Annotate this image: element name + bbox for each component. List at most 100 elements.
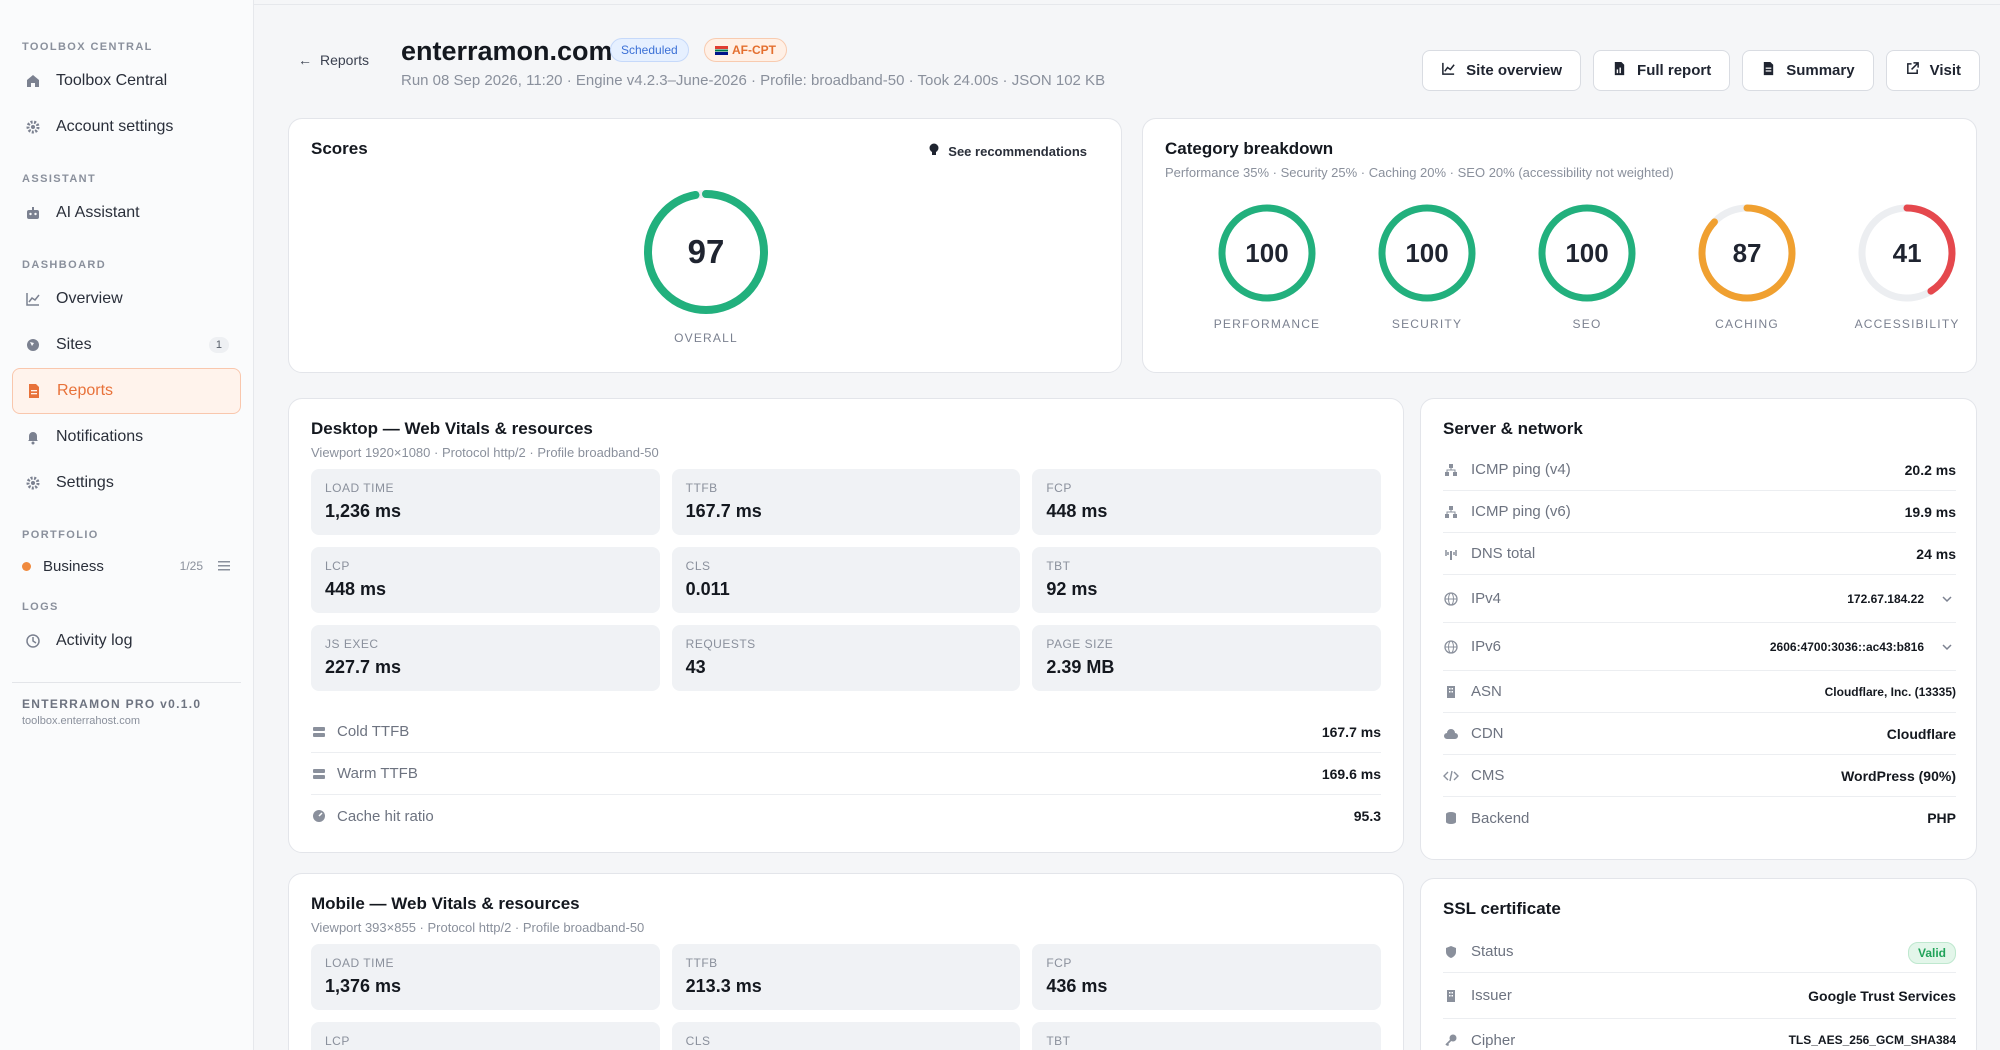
sidebar-item-sites[interactable]: Sites 1 — [12, 322, 241, 368]
see-recommendations-link[interactable]: See recommendations — [928, 143, 1087, 160]
row-value: Cloudflare — [1886, 725, 1956, 742]
metric-label: PAGE SIZE — [1046, 637, 1114, 651]
metric-label: REQUESTS — [685, 637, 756, 651]
list-item: CDN Cloudflare — [1443, 713, 1956, 755]
list-item: Backend PHP — [1443, 797, 1956, 839]
external-link-icon — [1905, 61, 1920, 80]
chevron-down-icon[interactable] — [1940, 640, 1956, 654]
button-label: Summary — [1786, 62, 1855, 79]
row-label: DNS total — [1471, 545, 1536, 562]
sites-count-badge: 1 — [208, 337, 229, 353]
ssl-status-value: Valid — [1907, 941, 1956, 964]
list-item: Cold TTFB 167.7 ms — [311, 711, 1381, 753]
list-item: Issuer Google Trust Services — [1443, 973, 1956, 1019]
page-header: ← Reports enterramon.com Scheduled AF-CP… — [254, 30, 2000, 100]
metric-value: 448 ms — [1046, 501, 1108, 521]
section-label-assistant: ASSISTANT — [22, 173, 97, 185]
full-report-button[interactable]: Full report — [1593, 50, 1731, 91]
metric-label: TBT — [1046, 1034, 1071, 1048]
sidebar-item-ai-assistant[interactable]: AI Assistant — [12, 190, 241, 236]
metric-label: TTFB — [685, 956, 718, 970]
metric-label: CLS — [685, 1034, 711, 1048]
metric-label: LCP — [325, 559, 350, 573]
summary-button[interactable]: Summary — [1742, 50, 1874, 91]
home-icon — [24, 72, 42, 90]
arrow-left-icon: ← — [298, 52, 312, 68]
category-ring-security: 100 SECURITY — [1357, 201, 1497, 341]
desktop-title: Desktop — Web Vitals & resources — [311, 419, 593, 438]
sidebar-item-label: Activity log — [56, 632, 133, 649]
sidebar-item-notifications[interactable]: Notifications — [12, 414, 241, 460]
back-link[interactable]: ← Reports — [298, 52, 369, 68]
section-label-logs: LOGS — [22, 601, 59, 613]
row-value: 169.6 ms — [1321, 765, 1381, 782]
visit-button[interactable]: Visit — [1885, 50, 1980, 91]
section-label-portfolio: PORTFOLIO — [22, 529, 99, 541]
row-label: ICMP ping (v4) — [1471, 461, 1571, 478]
main-content: ← Reports enterramon.com Scheduled AF-CP… — [254, 0, 2000, 1050]
sidebar: TOOLBOX CENTRAL Toolbox Central Account … — [0, 0, 254, 1050]
category-subtitle: Performance 35% · Security 25% · Caching… — [1165, 165, 1674, 180]
category-score-value: 87 — [1732, 237, 1762, 268]
row-label: CDN — [1471, 725, 1504, 742]
portfolio-item-business[interactable]: Business 1/25 — [12, 546, 241, 586]
category-score-value: 41 — [1892, 237, 1922, 268]
metric-tile: LOAD TIME 1,376 ms — [311, 944, 660, 1010]
sidebar-item-reports[interactable]: Reports — [12, 368, 241, 414]
category-ring-accessibility: 41 ACCESSIBILITY — [1837, 201, 1977, 341]
metric-label: TTFB — [685, 481, 718, 495]
metric-label: TBT — [1046, 559, 1071, 573]
row-value: WordPress (90%) — [1841, 767, 1956, 784]
chevron-down-icon[interactable] — [1940, 592, 1956, 606]
row-label: CMS — [1471, 767, 1505, 784]
ssl-certificate-card: SSL certificate Status Valid Issuer Goog… — [1420, 878, 1977, 1050]
row-label: Issuer — [1471, 987, 1512, 1004]
metric-label: FCP — [1046, 956, 1072, 970]
sidebar-item-label: Account settings — [56, 118, 174, 135]
sidebar-item-toolbox-central[interactable]: Toolbox Central — [12, 58, 241, 104]
category-score-value: 100 — [1405, 237, 1449, 268]
row-value: 95.3 — [1353, 808, 1381, 824]
row-label: Cipher — [1471, 1031, 1516, 1049]
sidebar-item-activity-log[interactable]: Activity log — [12, 618, 241, 664]
site-overview-button[interactable]: Site overview — [1422, 50, 1582, 91]
sidebar-item-settings[interactable]: Settings — [12, 460, 241, 506]
list-item: Cache hit ratio 95.3 — [311, 795, 1381, 837]
metric-tile: LCP 448 ms — [311, 547, 660, 613]
metric-tile: TTFB 167.7 ms — [671, 469, 1021, 535]
overall-score-ring: 97 — [641, 187, 771, 317]
metric-label: LCP — [325, 1034, 350, 1048]
sliders-icon[interactable] — [217, 559, 231, 573]
category-title: Category breakdown — [1165, 139, 1334, 158]
metric-label: LOAD TIME — [325, 481, 394, 495]
sidebar-item-account-settings[interactable]: Account settings — [12, 104, 241, 150]
row-label: Cache hit ratio — [337, 807, 434, 825]
ssl-rows: Status Valid Issuer Google Trust Service… — [1443, 931, 1956, 1050]
page-title: enterramon.com — [401, 36, 613, 66]
ipv6-row[interactable]: IPv6 2606:4700:3036::ac43:b816 — [1443, 623, 1956, 671]
scores-title: Scores — [311, 139, 368, 158]
bell-icon — [24, 428, 42, 446]
row-label: Status — [1471, 943, 1514, 960]
metric-value: 43 — [685, 657, 706, 677]
metric-tile: LCP — [311, 1022, 660, 1050]
network-icon — [1443, 504, 1459, 520]
sidebar-item-label: Overview — [56, 290, 123, 307]
metric-tile: FCP 436 ms — [1032, 944, 1381, 1010]
list-item: ICMP ping (v4) 20.2 ms — [1443, 449, 1956, 491]
server-icon — [311, 724, 327, 740]
row-label: ICMP ping (v6) — [1471, 503, 1571, 520]
metric-label: FCP — [1046, 481, 1072, 495]
globe-icon — [1443, 591, 1459, 607]
file-chart-icon — [1612, 61, 1627, 80]
network-icon — [1443, 462, 1459, 478]
row-label: ASN — [1471, 683, 1502, 700]
scores-card: Scores See recommendations 97 OVERALL — [288, 118, 1122, 373]
portfolio-name: Business — [43, 557, 104, 575]
row-value: 2606:4700:3036::ac43:b816 — [1769, 639, 1924, 654]
sidebar-item-label: Reports — [57, 382, 114, 399]
ipv4-row[interactable]: IPv4 172.67.184.22 — [1443, 575, 1956, 623]
metric-tile: CLS 0.011 — [671, 547, 1021, 613]
gauge-icon — [311, 808, 327, 824]
sidebar-item-overview[interactable]: Overview — [12, 276, 241, 322]
